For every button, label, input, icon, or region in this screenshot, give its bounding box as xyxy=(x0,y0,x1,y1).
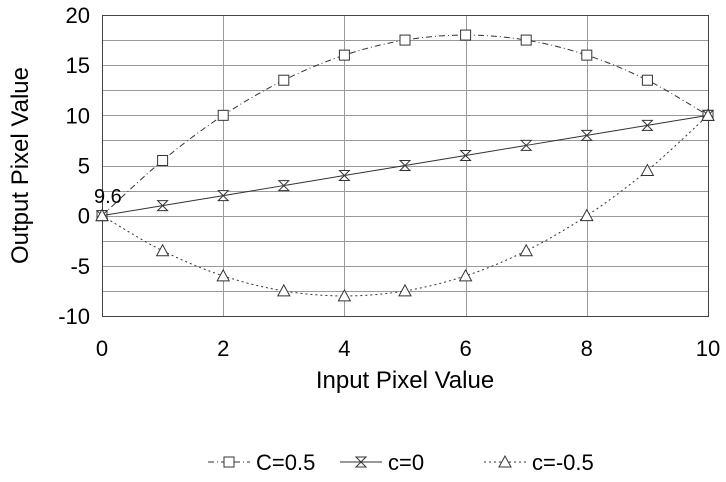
x-tick-label: 10 xyxy=(696,336,720,361)
x-tick-label: 8 xyxy=(581,336,593,361)
legend-label: C=0.5 xyxy=(256,450,315,475)
legend: C=0.5 c=0 c=-0.5 xyxy=(208,450,594,475)
legend-marker xyxy=(498,454,512,468)
y-tick-label: -5 xyxy=(70,254,90,279)
data-point xyxy=(337,288,352,302)
data-point xyxy=(701,108,715,121)
x-tick-label: 4 xyxy=(338,336,350,361)
series-2 xyxy=(95,108,715,302)
x-tick-label: 2 xyxy=(217,336,229,361)
data-point xyxy=(579,208,594,222)
data-point xyxy=(640,163,655,177)
data-point xyxy=(520,34,532,46)
data-point xyxy=(338,49,350,61)
data-point xyxy=(156,200,169,212)
y-tick-label: 15 xyxy=(66,53,90,78)
data-point xyxy=(216,268,231,282)
data-point xyxy=(458,268,473,282)
legend-item: c=-0.5 xyxy=(484,450,594,475)
data-point xyxy=(580,129,594,141)
y-tick-label: -10 xyxy=(58,304,90,329)
data-point xyxy=(217,109,229,121)
y-tick-label: 5 xyxy=(78,154,90,179)
data-point xyxy=(157,154,169,166)
y-tick-label: 20 xyxy=(66,3,90,28)
y-tick-label: 0 xyxy=(78,204,90,229)
data-point xyxy=(641,119,654,131)
legend-marker xyxy=(354,456,368,468)
legend-label: c=0 xyxy=(388,450,424,475)
data-point xyxy=(641,74,653,86)
data-point xyxy=(581,49,593,61)
data-point xyxy=(155,243,170,257)
data-point xyxy=(95,208,109,222)
data-point xyxy=(216,190,230,202)
plot-frame xyxy=(102,15,709,317)
data-point xyxy=(459,149,472,161)
data-point xyxy=(338,170,351,182)
data-point xyxy=(277,180,291,192)
y-axis-title: Output Pixel Value xyxy=(7,67,34,264)
x-tick-label: 6 xyxy=(459,336,471,361)
data-point xyxy=(399,34,411,46)
data-point xyxy=(276,283,291,297)
data-point xyxy=(398,283,412,297)
legend-item: C=0.5 xyxy=(208,450,315,475)
y-tick-label: 10 xyxy=(66,103,90,128)
data-point xyxy=(398,160,412,171)
legend-marker xyxy=(223,456,235,468)
x-axis-title: Input Pixel Value xyxy=(316,367,494,394)
annotation-label: 9.6 xyxy=(94,186,122,208)
legend-item: c=0 xyxy=(340,450,424,475)
data-point xyxy=(278,74,290,86)
data-point xyxy=(519,139,533,151)
data-point xyxy=(460,29,472,41)
legend-label: c=-0.5 xyxy=(532,450,594,475)
x-tick-label: 0 xyxy=(96,336,108,361)
data-point xyxy=(519,243,534,257)
